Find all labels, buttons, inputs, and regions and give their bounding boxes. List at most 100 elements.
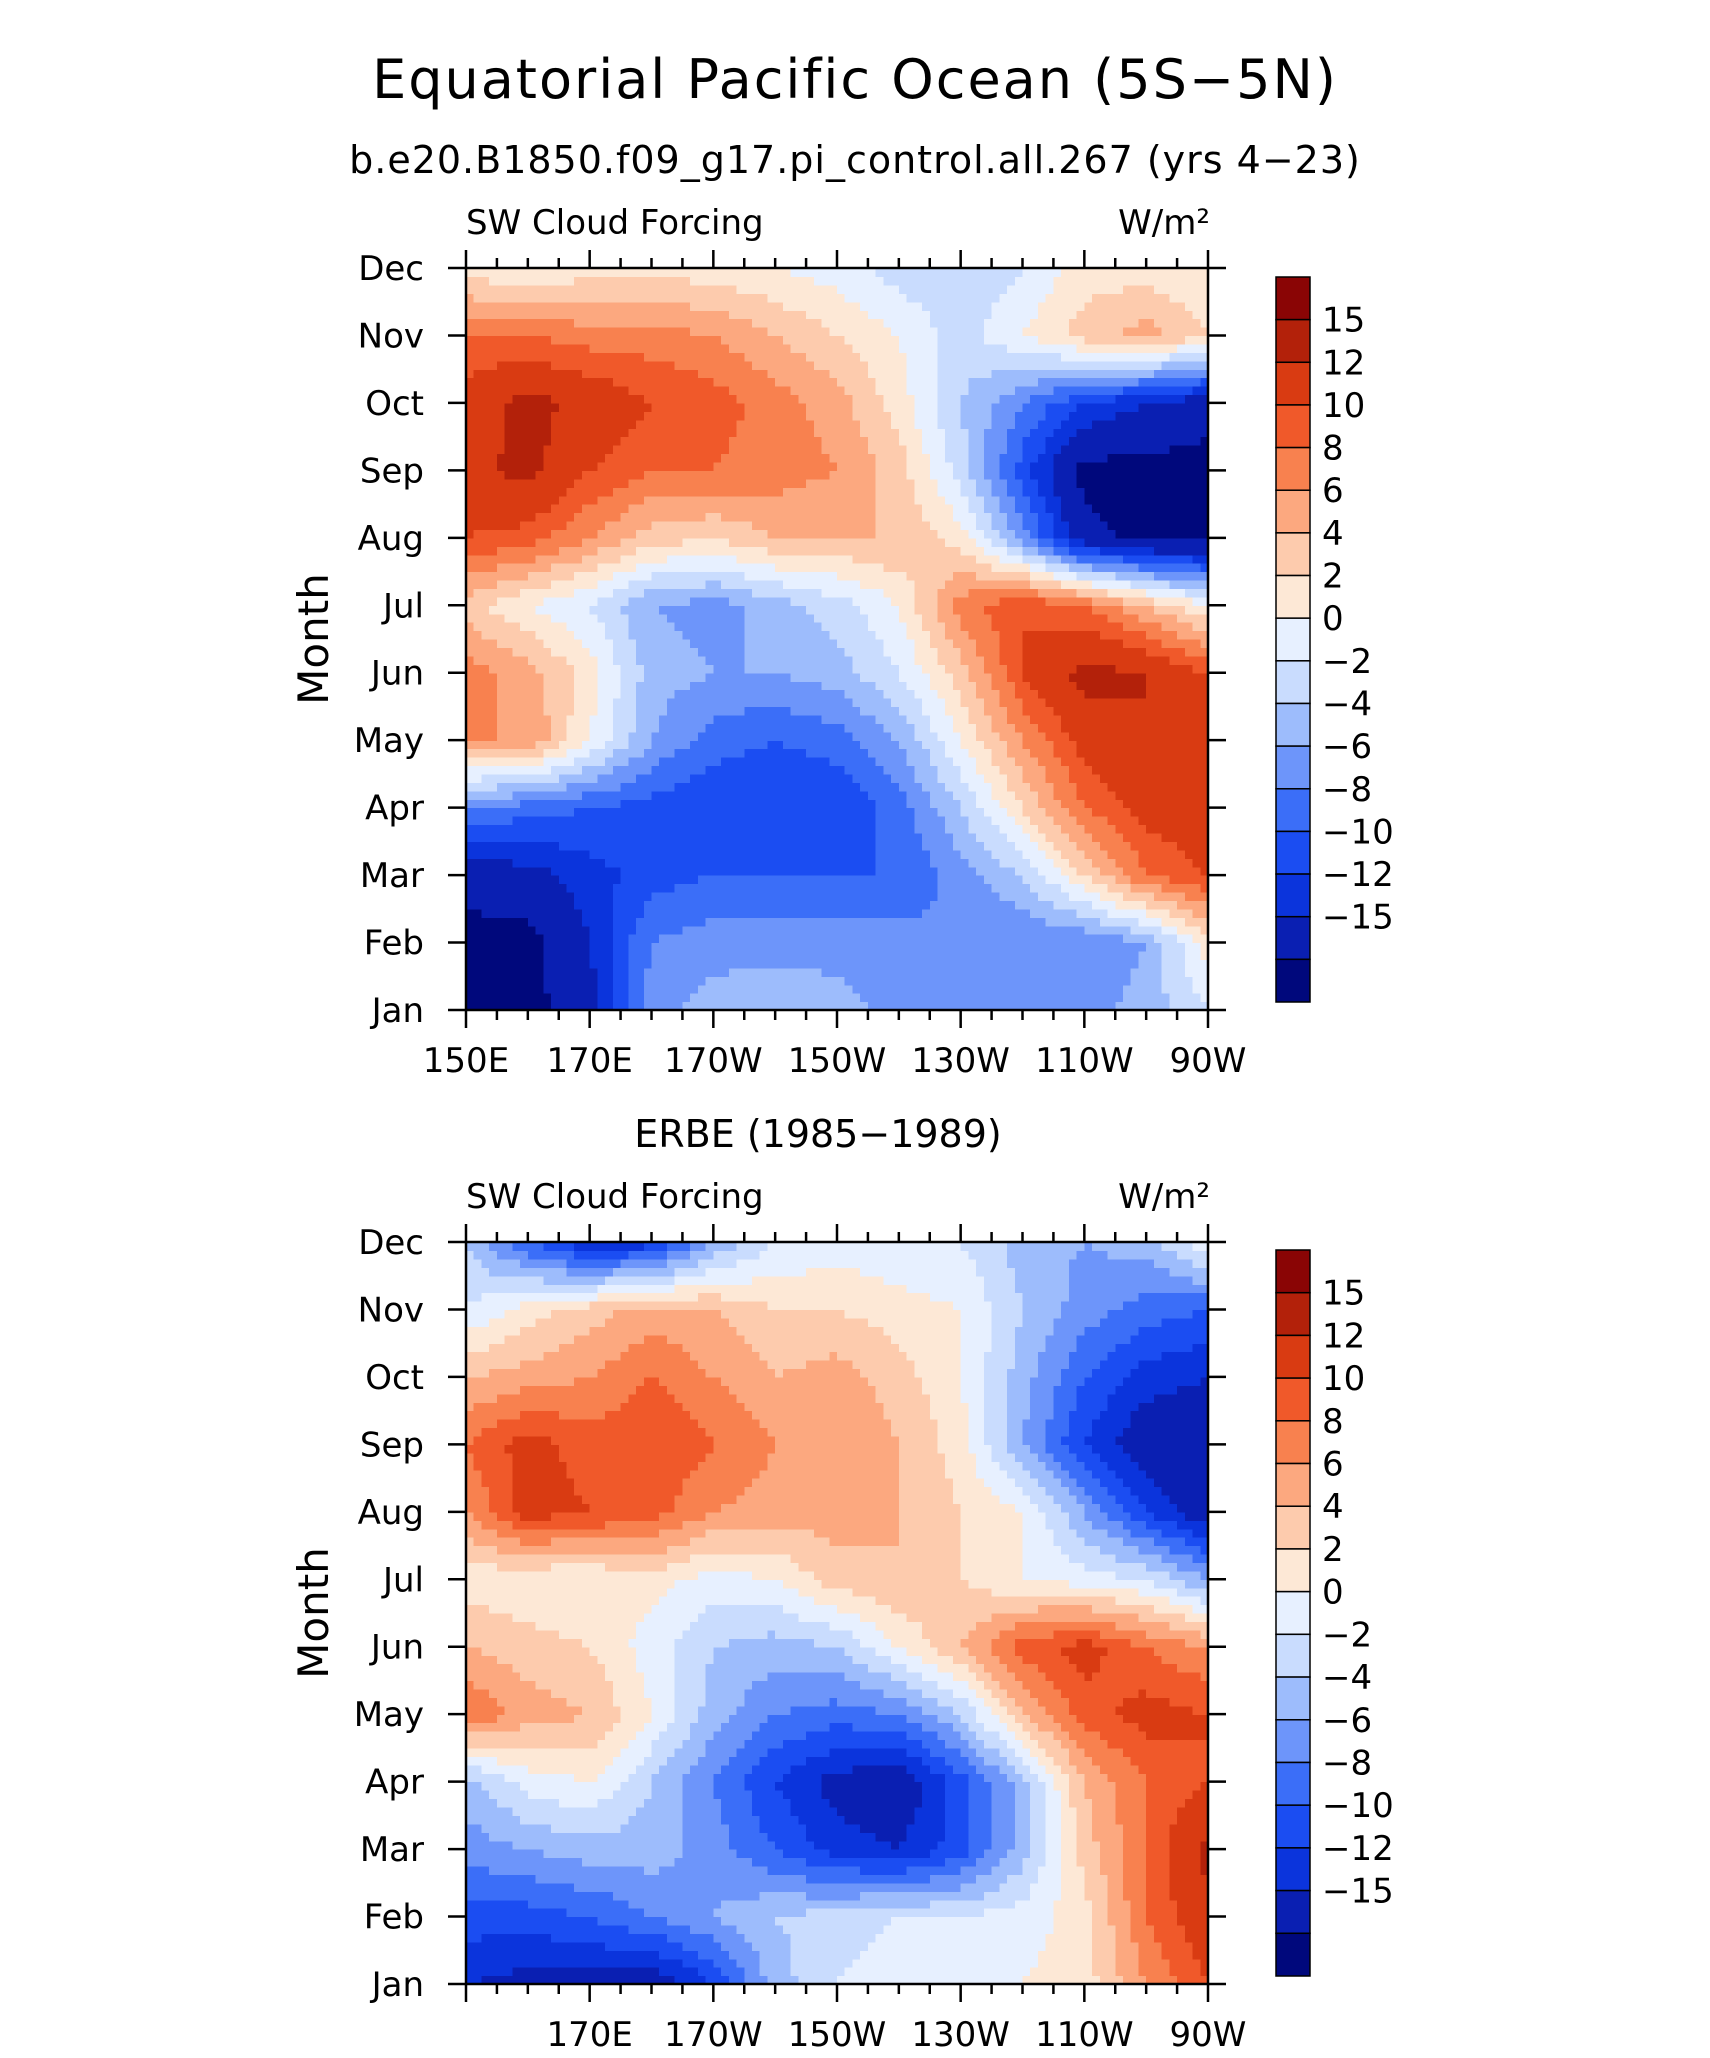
contour-cell [806,613,815,623]
contour-cell [597,967,606,977]
contour-cell [628,849,637,859]
contour-cell [690,723,699,733]
contour-cell [605,740,614,750]
contour-cell [1092,858,1101,868]
contour-cell [466,959,475,969]
figure-title: Equatorial Pacific Ocean (5S−5N) [372,48,1338,111]
contour-cell [697,723,707,733]
contour-cell [612,959,622,969]
contour-cell [922,816,931,826]
contour-cell [597,849,606,859]
contour-cell [1169,832,1178,842]
contour-cell [551,950,560,961]
contour-cell [898,917,908,927]
contour-cell [1084,993,1093,1003]
contour-cell [968,824,977,834]
contour-cell [883,782,892,792]
contour-cell [867,917,877,927]
contour-cell [775,816,784,826]
contour-cell [697,546,707,556]
contour-cell [1099,647,1109,657]
contour-cell [937,807,946,817]
contour-cell [721,563,730,573]
contour-cell [1053,917,1062,927]
contour-cell [968,605,977,615]
contour-cell [520,866,529,876]
contour-cell [705,841,714,851]
contour-cell [937,858,946,868]
contour-cell [535,950,544,961]
contour-cell [512,875,521,885]
contour-cell [620,875,629,885]
contour-cell [713,647,722,657]
contour-cell [968,942,977,952]
contour-cell [1007,900,1016,910]
contour-cell [1184,605,1194,615]
contour-cell [566,664,575,674]
contour-cell [1161,799,1170,809]
contour-cell [473,917,483,927]
contour-cell [898,639,908,649]
contour-cell [496,546,506,556]
contour-cell [481,655,490,665]
contour-cell [1084,807,1093,817]
contour-cell [844,976,854,986]
contour-cell [1130,900,1140,910]
contour-cell [1007,622,1016,632]
contour-cell [898,748,908,758]
contour-cell [535,976,544,986]
contour-cell [674,579,684,590]
contour-cell [643,900,653,910]
contour-cell [945,689,954,699]
contour-cell [1115,740,1124,750]
contour-cell [628,537,637,547]
contour-cell [481,950,490,961]
contour-cell [991,757,1000,767]
contour-cell [721,731,730,741]
contour-cell [728,841,738,851]
contour-cell [527,782,537,792]
contour-cell [1007,630,1016,640]
contour-cell [481,934,490,944]
contour-cell [605,647,614,657]
contour-cell [1014,917,1024,927]
contour-cell [1184,993,1194,1003]
contour-cell [1192,900,1201,910]
contour-cell [1169,917,1178,927]
contour-cell [581,714,591,724]
contour-cell [991,605,1000,615]
contour-cell [837,942,846,952]
contour-cell [983,925,993,935]
contour-cell [1099,967,1109,977]
contour-cell [1092,740,1101,750]
contour-cell [1177,647,1186,657]
contour-cell [620,740,629,750]
contour-cell [744,942,753,952]
contour-cell [690,832,699,842]
contour-cell [860,858,869,868]
contour-cell [1007,1001,1016,1010]
contour-cell [767,596,776,606]
contour-cell [898,993,908,1003]
contour-cell [512,908,521,918]
contour-cell [581,681,591,691]
contour-cell [612,731,622,741]
contour-cell [605,832,614,842]
contour-cell [1177,1001,1186,1010]
contour-cell [775,773,784,783]
contour-cell [736,908,745,918]
contour-cell [937,790,946,800]
contour-cell [813,554,823,564]
contour-cell [744,993,753,1003]
contour-cell [566,765,575,775]
contour-cell [767,917,776,927]
contour-cell [466,883,475,893]
contour-cell [759,537,769,547]
contour-cell [543,748,552,758]
contour-cell [952,1001,962,1010]
contour-cell [496,950,506,961]
contour-cell [999,731,1008,741]
contour-cell [821,757,830,767]
contour-cell [697,959,707,969]
contour-cell [466,563,475,573]
